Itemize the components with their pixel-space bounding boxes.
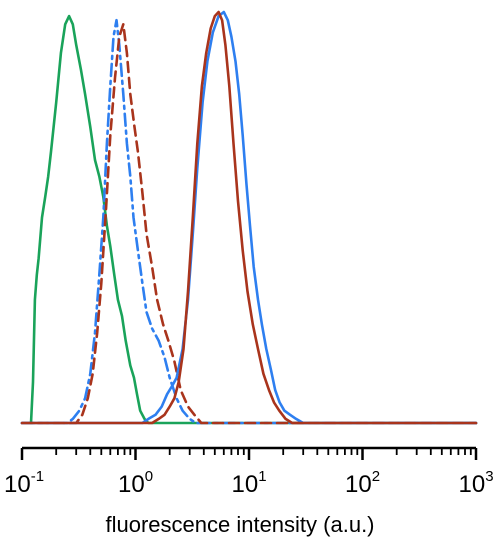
x-tick-label-exponent: 3 — [485, 468, 493, 485]
series-2-line — [20, 18, 478, 425]
x-tick-label: 10-1 — [4, 468, 44, 498]
x-tick-label: 103 — [459, 468, 494, 498]
x-tick-label-base: 10 — [118, 471, 145, 498]
x-tick-label: 102 — [345, 468, 380, 498]
x-tick-label-exponent: 1 — [258, 468, 266, 485]
series-5-line — [20, 10, 478, 425]
x-tick-label-exponent: 0 — [145, 468, 153, 485]
x-tick-label-exponent: -1 — [31, 468, 44, 485]
series-1-line — [29, 14, 478, 425]
series-layer — [20, 10, 478, 425]
x-tick-label-base: 10 — [459, 471, 486, 498]
x-tick-label-base: 10 — [232, 471, 259, 498]
x-tick-label: 100 — [118, 468, 153, 498]
x-tick-label: 101 — [232, 468, 267, 498]
x-axis-title: fluorescence intensity (a.u.) — [105, 512, 374, 537]
series-3-line — [20, 23, 478, 425]
x-tick-label-base: 10 — [345, 471, 372, 498]
x-tick-label-base: 10 — [4, 471, 31, 498]
series-4-line — [20, 10, 478, 425]
x-axis-tick-labels: 10-1 100 101 102 103 — [4, 468, 494, 498]
x-axis-ticks — [20, 448, 478, 460]
x-tick-label-exponent: 2 — [372, 468, 380, 485]
